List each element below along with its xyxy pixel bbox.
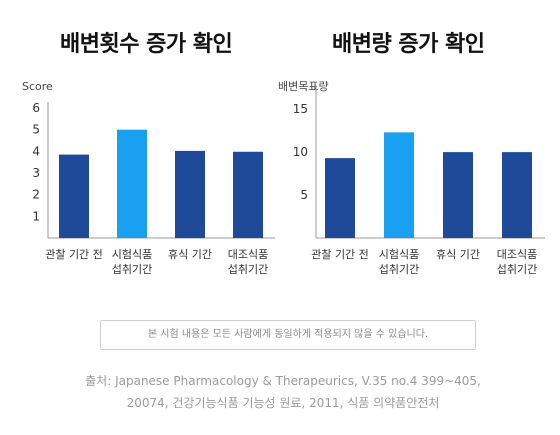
left-y-tick-label: 5 bbox=[32, 123, 40, 137]
right-y-tick-label: 5 bbox=[300, 188, 308, 202]
right-category-label: 휴식 기간 bbox=[436, 248, 480, 261]
left-y-axis-label: Score bbox=[22, 80, 53, 93]
source-citation-line1: 출처: Japanese Pharmacology & Therapeurics… bbox=[85, 374, 481, 388]
right-bar-2 bbox=[384, 132, 414, 238]
right-y-axis-label: 배변목표량 bbox=[278, 80, 329, 93]
right-category-label: 시험식품 섭취기간 bbox=[379, 248, 419, 276]
left-bar-4 bbox=[233, 151, 263, 238]
left-category-label: 휴식 기간 bbox=[168, 248, 212, 261]
left-bar-2 bbox=[117, 129, 147, 238]
right-y-tick-label: 15 bbox=[293, 102, 308, 116]
right-bar-3 bbox=[443, 152, 473, 238]
left-bar-3 bbox=[175, 150, 205, 238]
source-citation-line2: 20074, 건강기능식품 기능성 원료, 2011, 식품 의약품안전처 bbox=[126, 396, 440, 410]
left-y-tick-label: 4 bbox=[32, 144, 40, 158]
bowel-frequency-chart: Score 1 2 3 4 5 6 관찰 기간 전 시험식품 섭취기간 휴식 기간 대조식품 섭취기간 bbox=[22, 80, 275, 276]
left-y-tick-label: 6 bbox=[32, 101, 40, 115]
left-category-label: 관찰 기간 전 bbox=[45, 248, 103, 261]
disclaimer-notice: 본 시험 내용은 모든 사람에게 동일하게 적용되지 않을 수 있습니다. bbox=[100, 320, 476, 350]
right-category-label: 관찰 기간 전 bbox=[311, 248, 369, 261]
left-y-tick-label: 1 bbox=[32, 209, 40, 223]
left-y-tick-label: 2 bbox=[32, 188, 40, 202]
bowel-volume-chart: 배변목표량 5 10 15 관찰 기간 전 시험식품 섭취기간 휴식 기간 대조식품 섭취기간 bbox=[278, 80, 545, 276]
right-category-label: 대조식품 섭취기간 bbox=[497, 248, 537, 276]
left-category-label: 시험식품 섭취기간 bbox=[112, 248, 152, 276]
chart-title-right: 배변량 증가 확인 bbox=[332, 32, 485, 57]
left-y-tick-label: 3 bbox=[32, 166, 40, 180]
right-bar-4 bbox=[502, 152, 532, 238]
right-y-tick-label: 10 bbox=[293, 145, 308, 159]
left-bar-1 bbox=[59, 154, 89, 238]
left-category-label: 대조식품 섭취기간 bbox=[228, 248, 268, 276]
right-bar-1 bbox=[325, 158, 355, 238]
chart-title-left: 배변횟수 증가 확인 bbox=[60, 32, 233, 57]
